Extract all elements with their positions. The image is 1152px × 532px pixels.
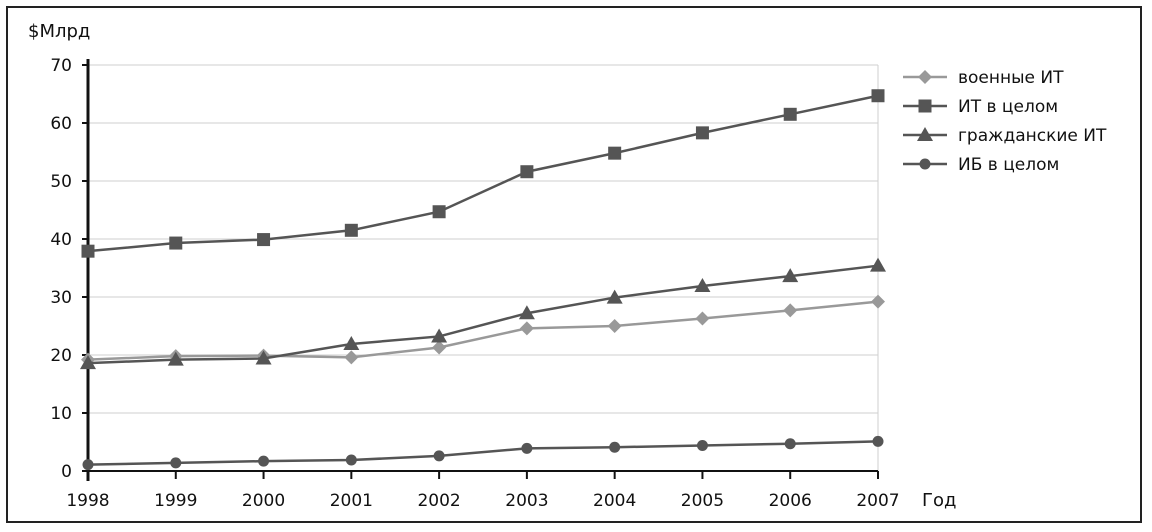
y-tick-label: 60 — [50, 114, 72, 134]
data-point — [432, 340, 447, 355]
data-point — [518, 305, 535, 320]
x-tick-label: 2000 — [242, 491, 285, 511]
data-point — [607, 319, 622, 333]
data-point — [345, 454, 357, 466]
legend-label: ИБ в целом — [958, 155, 1059, 175]
legend-marker — [918, 70, 932, 84]
data-point — [783, 303, 798, 318]
data-point — [170, 457, 182, 469]
data-point — [167, 351, 184, 366]
data-point — [258, 455, 270, 467]
data-point — [257, 233, 271, 247]
data-point — [520, 165, 534, 179]
legend-label: военные ИТ — [958, 68, 1064, 88]
x-tick-label: 2006 — [769, 491, 812, 511]
legend: военные ИТ ИТ в целом гражданские ИТ ИБ в ц… — [903, 68, 1107, 175]
data-point — [344, 223, 358, 237]
data-point — [695, 311, 710, 326]
x-tick-label: 1998 — [66, 491, 109, 511]
y-tick-labels: 0 10 20 30 40 50 60 70 — [50, 56, 72, 482]
x-tick-label: 2002 — [417, 491, 460, 511]
data-point — [519, 321, 534, 336]
legend-entry: ИТ в целом — [903, 97, 1058, 117]
data-point — [432, 205, 446, 219]
legend-entry: военные ИТ — [903, 68, 1064, 88]
data-point — [696, 439, 708, 451]
y-tick-label: 20 — [50, 346, 72, 366]
series-3 — [82, 435, 884, 471]
chart-frame — [6, 6, 1142, 523]
legend-marker — [917, 127, 933, 141]
data-point — [784, 438, 796, 450]
data-point — [80, 355, 96, 370]
data-point — [343, 335, 360, 350]
y-tick-label: 10 — [50, 404, 72, 424]
x-tick-label: 2003 — [505, 491, 548, 511]
data-point — [609, 441, 621, 453]
data-point — [431, 328, 448, 343]
x-axis-label: Год — [922, 490, 956, 511]
gridlines — [88, 64, 879, 471]
legend-marker — [919, 158, 931, 170]
x-tick-label: 2004 — [593, 491, 636, 511]
y-tick-label: 50 — [50, 172, 72, 192]
data-point — [695, 126, 709, 140]
y-tick-label: 30 — [50, 288, 72, 308]
legend-label: ИТ в целом — [958, 97, 1058, 117]
legend-marker — [918, 99, 932, 113]
series-1 — [81, 89, 885, 258]
data-point — [81, 244, 95, 258]
data-point — [871, 294, 885, 309]
data-point — [255, 350, 272, 365]
x-tick-label: 2005 — [681, 491, 724, 511]
y-tick-label: 0 — [61, 462, 72, 482]
data-point — [344, 350, 359, 365]
y-tick-label: 70 — [50, 56, 72, 76]
data-point — [433, 450, 445, 462]
x-tick-labels: 1998 1999 2000 2001 2002 2003 2004 2005 2006 2007 — [66, 491, 899, 511]
data-point — [782, 268, 799, 283]
y-axis-label: $Млрд — [28, 21, 90, 42]
data-point — [872, 435, 884, 447]
legend-entry: гражданские ИТ — [903, 126, 1107, 146]
series-line — [87, 94, 879, 253]
data-point — [783, 107, 797, 121]
data-point — [870, 257, 886, 272]
data-point — [521, 442, 533, 454]
series-group — [80, 89, 886, 471]
legend-entry: ИБ в целом — [903, 155, 1059, 175]
series-line — [87, 440, 879, 466]
data-point — [169, 236, 183, 250]
data-point — [82, 459, 94, 471]
y-tick-label: 40 — [50, 230, 72, 250]
series-0 — [81, 294, 885, 367]
axes — [82, 59, 879, 481]
series-line — [87, 264, 879, 365]
series-2 — [80, 257, 886, 370]
legend-label: гражданские ИТ — [958, 126, 1107, 146]
data-point — [608, 146, 622, 160]
x-tick-label: 2007 — [856, 491, 899, 511]
data-point — [606, 289, 623, 304]
x-tick-label: 2001 — [330, 491, 373, 511]
series-line — [87, 300, 879, 361]
x-tick-label: 1999 — [154, 491, 197, 511]
data-point — [694, 277, 711, 292]
data-point — [871, 89, 885, 103]
